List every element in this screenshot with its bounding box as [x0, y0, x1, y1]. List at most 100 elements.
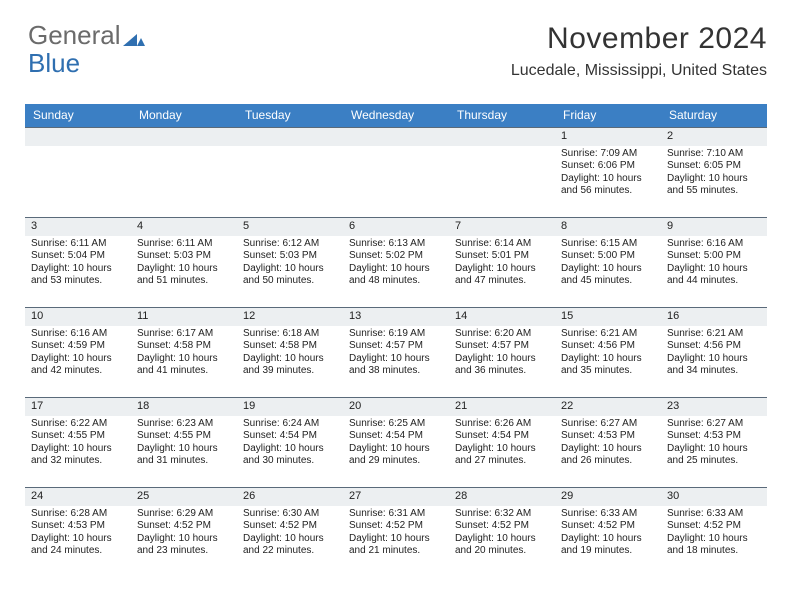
- weeks-container: 1Sunrise: 7:09 AMSunset: 6:06 PMDaylight…: [25, 127, 767, 577]
- daylight-text: Daylight: 10 hours and 53 minutes.: [31, 263, 125, 288]
- day-cell: [449, 127, 555, 217]
- day-body: Sunrise: 6:30 AMSunset: 4:52 PMDaylight:…: [237, 506, 343, 562]
- day-cell: 21Sunrise: 6:26 AMSunset: 4:54 PMDayligh…: [449, 397, 555, 487]
- sunset-text: Sunset: 4:58 PM: [137, 340, 231, 353]
- day-number: 19: [237, 397, 343, 416]
- day-body: Sunrise: 6:17 AMSunset: 4:58 PMDaylight:…: [131, 326, 237, 382]
- daylight-text: Daylight: 10 hours and 36 minutes.: [455, 353, 549, 378]
- day-number: 30: [661, 487, 767, 506]
- day-cell: 11Sunrise: 6:17 AMSunset: 4:58 PMDayligh…: [131, 307, 237, 397]
- day-cell: 25Sunrise: 6:29 AMSunset: 4:52 PMDayligh…: [131, 487, 237, 577]
- sunrise-text: Sunrise: 6:27 AM: [667, 418, 761, 431]
- sunset-text: Sunset: 5:01 PM: [455, 250, 549, 263]
- daylight-text: Daylight: 10 hours and 25 minutes.: [667, 443, 761, 468]
- day-number: 28: [449, 487, 555, 506]
- daylight-text: Daylight: 10 hours and 45 minutes.: [561, 263, 655, 288]
- daylight-text: Daylight: 10 hours and 31 minutes.: [137, 443, 231, 468]
- day-cell: 20Sunrise: 6:25 AMSunset: 4:54 PMDayligh…: [343, 397, 449, 487]
- day-cell: 6Sunrise: 6:13 AMSunset: 5:02 PMDaylight…: [343, 217, 449, 307]
- week-row: 3Sunrise: 6:11 AMSunset: 5:04 PMDaylight…: [25, 217, 767, 307]
- daylight-text: Daylight: 10 hours and 30 minutes.: [243, 443, 337, 468]
- day-number: 25: [131, 487, 237, 506]
- day-number: 15: [555, 307, 661, 326]
- day-body: Sunrise: 6:21 AMSunset: 4:56 PMDaylight:…: [555, 326, 661, 382]
- day-number: 2: [661, 127, 767, 146]
- sunrise-text: Sunrise: 6:11 AM: [31, 238, 125, 251]
- sunset-text: Sunset: 4:52 PM: [349, 520, 443, 533]
- day-cell: 27Sunrise: 6:31 AMSunset: 4:52 PMDayligh…: [343, 487, 449, 577]
- sunset-text: Sunset: 5:02 PM: [349, 250, 443, 263]
- sunset-text: Sunset: 4:54 PM: [349, 430, 443, 443]
- daylight-text: Daylight: 10 hours and 48 minutes.: [349, 263, 443, 288]
- day-cell: 7Sunrise: 6:14 AMSunset: 5:01 PMDaylight…: [449, 217, 555, 307]
- day-body: Sunrise: 6:33 AMSunset: 4:52 PMDaylight:…: [661, 506, 767, 562]
- sunrise-text: Sunrise: 6:20 AM: [455, 328, 549, 341]
- day-cell: 17Sunrise: 6:22 AMSunset: 4:55 PMDayligh…: [25, 397, 131, 487]
- sunrise-text: Sunrise: 6:28 AM: [31, 508, 125, 521]
- day-body: Sunrise: 6:13 AMSunset: 5:02 PMDaylight:…: [343, 236, 449, 292]
- day-number: 6: [343, 217, 449, 236]
- day-number: 29: [555, 487, 661, 506]
- sunrise-text: Sunrise: 6:22 AM: [31, 418, 125, 431]
- sunset-text: Sunset: 4:59 PM: [31, 340, 125, 353]
- day-cell: [25, 127, 131, 217]
- day-body: Sunrise: 6:31 AMSunset: 4:52 PMDaylight:…: [343, 506, 449, 562]
- sunset-text: Sunset: 4:52 PM: [243, 520, 337, 533]
- daylight-text: Daylight: 10 hours and 24 minutes.: [31, 533, 125, 558]
- day-cell: 15Sunrise: 6:21 AMSunset: 4:56 PMDayligh…: [555, 307, 661, 397]
- sunset-text: Sunset: 4:56 PM: [667, 340, 761, 353]
- day-cell: [237, 127, 343, 217]
- day-header: Sunday: [25, 104, 131, 127]
- day-cell: 4Sunrise: 6:11 AMSunset: 5:03 PMDaylight…: [131, 217, 237, 307]
- sunset-text: Sunset: 4:53 PM: [31, 520, 125, 533]
- day-cell: 2Sunrise: 7:10 AMSunset: 6:05 PMDaylight…: [661, 127, 767, 217]
- day-body: Sunrise: 6:19 AMSunset: 4:57 PMDaylight:…: [343, 326, 449, 382]
- day-number: 20: [343, 397, 449, 416]
- day-cell: 8Sunrise: 6:15 AMSunset: 5:00 PMDaylight…: [555, 217, 661, 307]
- day-cell: 16Sunrise: 6:21 AMSunset: 4:56 PMDayligh…: [661, 307, 767, 397]
- logo-mark-icon: [123, 24, 145, 50]
- day-number: 13: [343, 307, 449, 326]
- day-number: 3: [25, 217, 131, 236]
- sunset-text: Sunset: 4:52 PM: [455, 520, 549, 533]
- day-header: Thursday: [449, 104, 555, 127]
- day-header: Wednesday: [343, 104, 449, 127]
- day-number: [449, 127, 555, 146]
- sunrise-text: Sunrise: 6:23 AM: [137, 418, 231, 431]
- daylight-text: Daylight: 10 hours and 39 minutes.: [243, 353, 337, 378]
- logo-text-gray: General: [28, 20, 121, 50]
- sunrise-text: Sunrise: 6:27 AM: [561, 418, 655, 431]
- day-body: Sunrise: 6:24 AMSunset: 4:54 PMDaylight:…: [237, 416, 343, 472]
- sunset-text: Sunset: 4:57 PM: [349, 340, 443, 353]
- sunset-text: Sunset: 4:53 PM: [561, 430, 655, 443]
- daylight-text: Daylight: 10 hours and 18 minutes.: [667, 533, 761, 558]
- sunrise-text: Sunrise: 6:31 AM: [349, 508, 443, 521]
- sunset-text: Sunset: 4:52 PM: [561, 520, 655, 533]
- day-body: Sunrise: 6:32 AMSunset: 4:52 PMDaylight:…: [449, 506, 555, 562]
- day-body: Sunrise: 6:16 AMSunset: 5:00 PMDaylight:…: [661, 236, 767, 292]
- day-cell: 24Sunrise: 6:28 AMSunset: 4:53 PMDayligh…: [25, 487, 131, 577]
- day-number: 23: [661, 397, 767, 416]
- daylight-text: Daylight: 10 hours and 22 minutes.: [243, 533, 337, 558]
- day-header: Monday: [131, 104, 237, 127]
- daylight-text: Daylight: 10 hours and 19 minutes.: [561, 533, 655, 558]
- daylight-text: Daylight: 10 hours and 47 minutes.: [455, 263, 549, 288]
- day-body: [25, 146, 131, 152]
- daylight-text: Daylight: 10 hours and 38 minutes.: [349, 353, 443, 378]
- sunrise-text: Sunrise: 6:14 AM: [455, 238, 549, 251]
- day-cell: 12Sunrise: 6:18 AMSunset: 4:58 PMDayligh…: [237, 307, 343, 397]
- sunrise-text: Sunrise: 6:32 AM: [455, 508, 549, 521]
- day-number: 26: [237, 487, 343, 506]
- sunrise-text: Sunrise: 6:13 AM: [349, 238, 443, 251]
- sunrise-text: Sunrise: 6:21 AM: [667, 328, 761, 341]
- day-cell: 28Sunrise: 6:32 AMSunset: 4:52 PMDayligh…: [449, 487, 555, 577]
- day-body: [449, 146, 555, 152]
- daylight-text: Daylight: 10 hours and 21 minutes.: [349, 533, 443, 558]
- day-cell: 3Sunrise: 6:11 AMSunset: 5:04 PMDaylight…: [25, 217, 131, 307]
- sunrise-text: Sunrise: 6:11 AM: [137, 238, 231, 251]
- sunrise-text: Sunrise: 6:21 AM: [561, 328, 655, 341]
- day-number: [343, 127, 449, 146]
- week-row: 17Sunrise: 6:22 AMSunset: 4:55 PMDayligh…: [25, 397, 767, 487]
- day-number: [131, 127, 237, 146]
- sunset-text: Sunset: 4:56 PM: [561, 340, 655, 353]
